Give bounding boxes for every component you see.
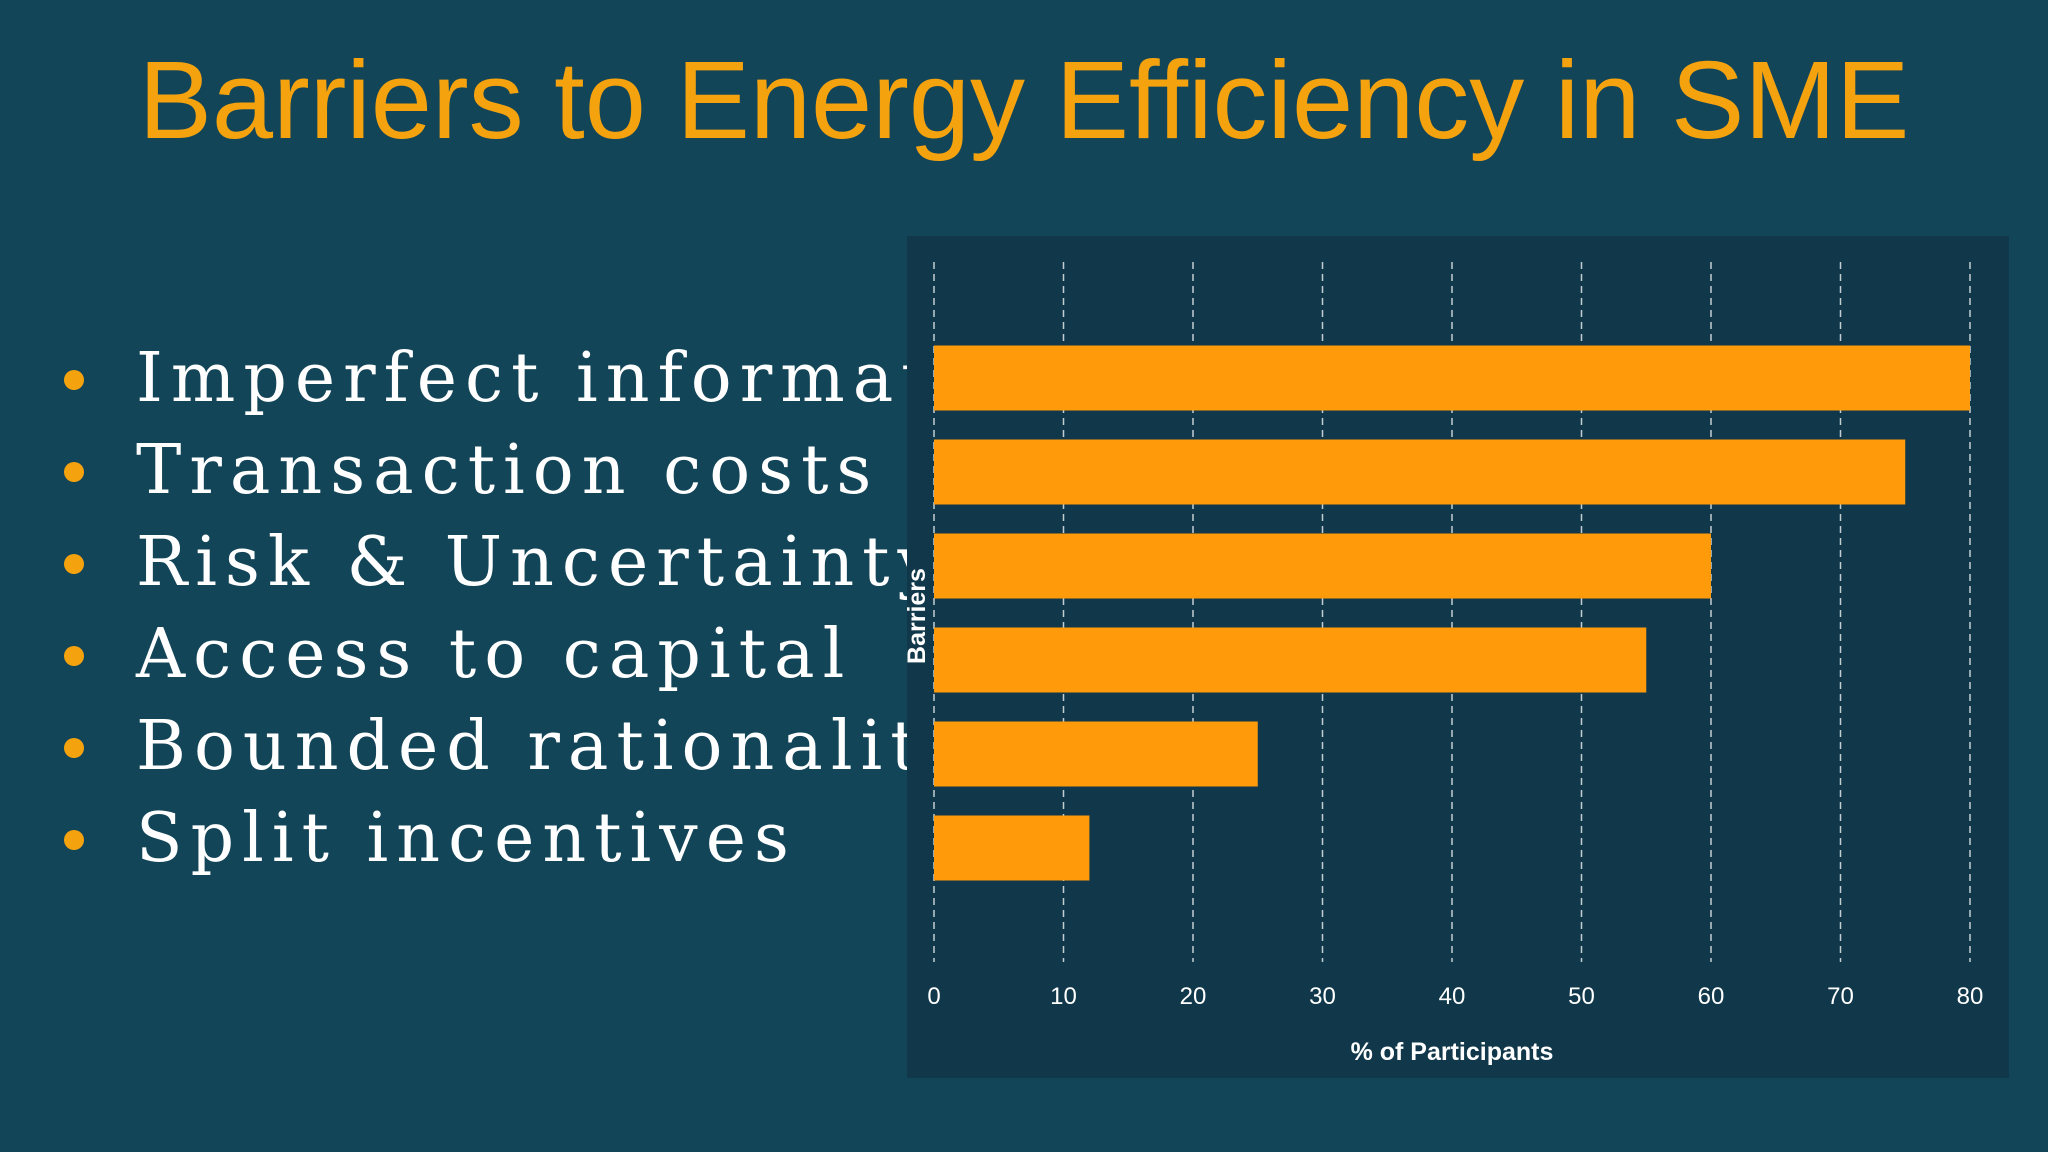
bullet-item: Transaction costs [56,425,1067,517]
bullet-item: Imperfect information [56,333,1067,425]
bar-chart: 0 10 20 30 40 50 60 70 80 % of Participants Barr… [907,262,1983,1066]
bar [934,533,1711,599]
bullet-item: Risk & Uncertainty [56,517,1067,609]
bar [934,345,1970,411]
bar [934,721,1258,787]
x-tick-label: 50 [1568,983,1595,1010]
x-tick-label: 40 [1439,983,1466,1010]
x-tick-label: 60 [1698,983,1725,1010]
bullet-dot-icon [64,370,84,390]
bullet-text: Access to capital [136,615,853,694]
x-tick-label: 20 [1180,983,1207,1010]
y-axis-title: Barriers [907,568,931,664]
bullet-text: Transaction costs [136,431,880,510]
bullet-dot-icon [64,830,84,850]
x-tick-label: 80 [1957,983,1984,1010]
bullet-dot-icon [64,738,84,758]
bullet-list: Imperfect information Transaction costs … [56,333,1067,885]
grid-lines [933,262,1971,962]
bullet-dot-icon [64,462,84,482]
bars [934,345,1970,881]
bullet-item: Split incentives [56,793,1067,885]
x-tick-label: 70 [1827,983,1854,1010]
bullet-dot-icon [64,646,84,666]
bullet-text: Risk & Uncertainty [136,523,944,602]
x-tick-label: 30 [1309,983,1336,1010]
bullet-text: Split incentives [136,799,797,878]
bullet-text: Bounded rationality [136,707,973,786]
slide-title: Barriers to Energy Efficiency in SME [138,39,1910,162]
bar [934,439,1906,505]
bullet-dot-icon [64,554,84,574]
x-tick-label: 0 [927,983,940,1010]
bullet-item: Access to capital [56,609,1067,701]
x-tick-labels: 0 10 20 30 40 50 60 70 80 [927,983,1983,1010]
bar [934,815,1090,881]
chart-panel: 0 10 20 30 40 50 60 70 80 % of Participants Barr… [907,236,2009,1078]
bullet-item: Bounded rationality [56,701,1067,793]
x-axis-title: % of Participants [1351,1038,1554,1066]
x-tick-label: 10 [1050,983,1077,1010]
bullet-text: Imperfect information [136,339,1068,418]
bar [934,627,1647,693]
